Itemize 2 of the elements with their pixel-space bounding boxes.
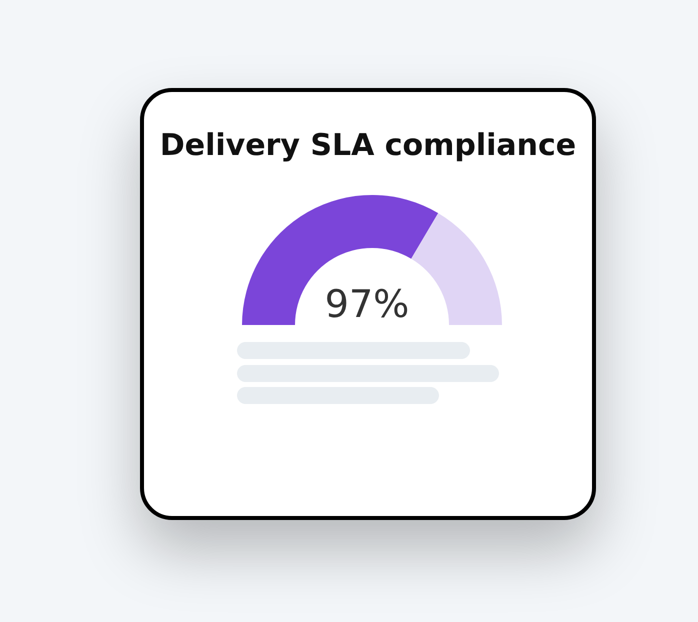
chart-title: Delivery SLA compliance: [158, 128, 578, 163]
text: 97%: [324, 282, 410, 326]
